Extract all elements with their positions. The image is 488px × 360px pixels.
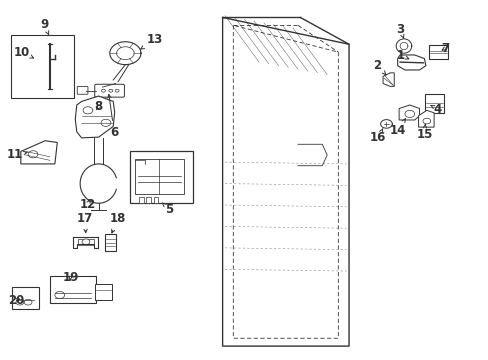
- Text: 12: 12: [80, 198, 96, 211]
- Bar: [130, 152, 193, 203]
- Text: 20: 20: [8, 294, 24, 307]
- Text: 11: 11: [7, 148, 27, 162]
- Bar: [50, 276, 96, 303]
- Polygon shape: [418, 111, 433, 127]
- Text: 8: 8: [94, 100, 102, 113]
- Text: 4: 4: [430, 103, 441, 116]
- Text: 16: 16: [369, 129, 386, 144]
- Bar: [146, 197, 151, 203]
- Circle shape: [102, 89, 105, 92]
- FancyBboxPatch shape: [95, 84, 124, 97]
- Bar: [153, 197, 158, 203]
- Bar: [135, 158, 183, 194]
- Text: 19: 19: [62, 271, 79, 284]
- Polygon shape: [382, 73, 393, 86]
- Circle shape: [404, 111, 414, 117]
- Circle shape: [28, 151, 38, 158]
- Circle shape: [422, 118, 430, 124]
- Bar: [11, 35, 74, 98]
- Text: 15: 15: [415, 125, 432, 141]
- Bar: [12, 287, 39, 309]
- Text: 5: 5: [162, 203, 173, 216]
- Bar: [139, 197, 143, 203]
- Circle shape: [82, 239, 90, 245]
- Polygon shape: [73, 237, 98, 248]
- Circle shape: [55, 292, 64, 298]
- Polygon shape: [397, 55, 425, 70]
- Bar: [105, 234, 116, 251]
- Bar: [428, 45, 447, 59]
- Text: 17: 17: [77, 212, 93, 233]
- Circle shape: [16, 299, 24, 305]
- Polygon shape: [75, 96, 115, 138]
- Bar: [78, 239, 94, 245]
- Text: 6: 6: [107, 95, 118, 139]
- Text: 3: 3: [395, 23, 403, 39]
- Polygon shape: [21, 141, 57, 164]
- FancyBboxPatch shape: [77, 86, 88, 94]
- Text: 10: 10: [14, 46, 33, 59]
- Circle shape: [24, 299, 32, 305]
- Bar: [95, 284, 112, 300]
- Circle shape: [109, 89, 113, 92]
- Circle shape: [101, 119, 111, 126]
- Text: 1: 1: [396, 49, 408, 62]
- Text: 14: 14: [388, 119, 405, 137]
- Polygon shape: [398, 105, 419, 120]
- Text: 13: 13: [141, 33, 163, 49]
- Circle shape: [115, 89, 119, 92]
- Circle shape: [83, 107, 93, 114]
- Text: 18: 18: [110, 212, 126, 233]
- Text: 7: 7: [440, 42, 448, 55]
- Text: 2: 2: [372, 59, 386, 75]
- Bar: [425, 94, 443, 113]
- Text: 9: 9: [40, 18, 49, 35]
